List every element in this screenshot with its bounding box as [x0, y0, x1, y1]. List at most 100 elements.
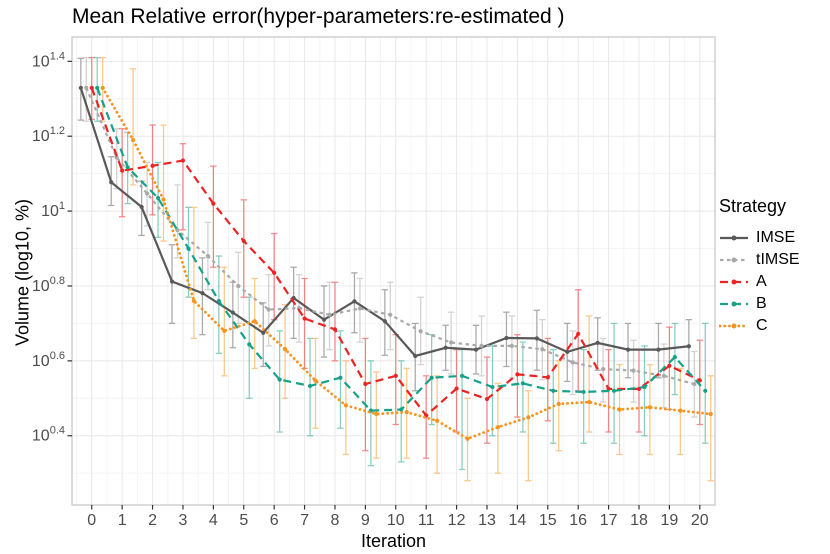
data-point: [321, 317, 327, 322]
x-tick-label: 10: [387, 512, 405, 529]
data-point: [84, 85, 89, 91]
data-point: [495, 425, 501, 430]
data-point: [565, 349, 570, 354]
data-point: [230, 310, 235, 315]
y-tick-label: 101.2: [32, 125, 65, 145]
data-point: [78, 85, 83, 91]
y-tick-label: 100.8: [32, 275, 65, 295]
data-point: [247, 342, 252, 347]
data-point: [601, 366, 606, 372]
data-point: [109, 180, 114, 185]
data-point: [95, 85, 100, 91]
legend-key-b-line: [720, 301, 748, 307]
data-point: [570, 360, 575, 365]
x-tick-label: 7: [300, 512, 309, 529]
legend-key-a-line: [720, 279, 748, 285]
data-point: [155, 195, 161, 201]
data-point: [465, 436, 470, 441]
legend-item-timse: tIMSE: [719, 249, 829, 271]
data-point: [252, 319, 257, 324]
legend-key-point: [731, 235, 737, 241]
data-point: [272, 270, 277, 275]
y-axis: 101.4 101.2 101 100.8 100.6 100.4: [32, 50, 72, 445]
series-points-IMSE: [78, 85, 691, 359]
data-point: [435, 418, 440, 423]
legend-key-point: [731, 301, 737, 307]
legend-key-imse-line: [720, 235, 748, 241]
x-tick-label: 11: [418, 512, 435, 529]
data-point: [479, 343, 484, 348]
chart-title: Mean Relative error(hyper-parameters:re-…: [72, 5, 565, 28]
x-tick-label: 14: [508, 512, 526, 529]
data-point: [490, 384, 495, 390]
series-points-C: [100, 85, 713, 441]
data-point: [211, 201, 216, 206]
legend: Strategy IMSE tIMSE A B C: [719, 196, 829, 337]
data-point: [139, 204, 144, 210]
data-point: [576, 331, 581, 336]
x-tick-label: 2: [148, 512, 157, 529]
data-point: [418, 329, 423, 334]
legend-label: A: [756, 273, 767, 290]
legend-item-imse: IMSE: [719, 227, 829, 249]
x-tick-label: 19: [660, 512, 678, 529]
x-tick-label: 9: [361, 512, 370, 529]
data-point: [374, 411, 379, 417]
data-point: [656, 347, 661, 352]
legend-item-a: A: [719, 271, 829, 293]
legend-key-point: [731, 257, 737, 263]
data-point: [509, 343, 515, 348]
data-point: [484, 396, 490, 402]
data-point: [343, 403, 349, 408]
data-point: [631, 368, 636, 373]
data-point: [636, 386, 642, 392]
data-point: [526, 415, 531, 420]
data-point: [647, 405, 653, 410]
data-point: [587, 399, 592, 405]
series-points-B: [95, 85, 708, 413]
data-point: [642, 384, 647, 390]
legend-key-c-line: [719, 323, 749, 329]
series-points-tIMSE: [84, 85, 697, 387]
x-tick-label: 12: [448, 512, 466, 529]
data-point: [388, 312, 393, 317]
x-tick-label: 20: [691, 512, 709, 529]
data-point: [611, 388, 617, 393]
data-point: [120, 168, 125, 173]
grid-minor: [72, 37, 716, 505]
data-point: [205, 253, 210, 259]
data-point: [617, 407, 622, 412]
data-point: [556, 401, 561, 407]
data-point: [595, 340, 600, 345]
series-points-A: [89, 85, 702, 418]
data-point: [454, 386, 459, 391]
data-point: [332, 327, 338, 332]
y-tick-label: 101.4: [32, 50, 65, 70]
data-point: [449, 340, 454, 345]
data-point: [473, 347, 479, 352]
data-point: [313, 378, 318, 383]
data-point: [191, 298, 197, 304]
data-point: [697, 378, 702, 383]
x-tick-label: 16: [569, 512, 587, 529]
data-point: [222, 328, 227, 334]
x-tick-label: 15: [539, 512, 557, 529]
legend-item-b: B: [719, 293, 829, 315]
data-point: [327, 312, 332, 317]
data-point: [266, 307, 271, 312]
data-point: [672, 355, 677, 360]
data-point: [520, 381, 525, 386]
data-point: [261, 330, 266, 335]
legend-key-point: [731, 279, 737, 285]
data-point: [150, 163, 155, 168]
legend-label: B: [756, 295, 767, 312]
data-point: [338, 375, 343, 380]
data-point: [89, 85, 94, 91]
legend-key-point: [731, 323, 737, 329]
x-tick-label: 3: [179, 512, 188, 529]
data-point: [459, 373, 465, 378]
data-point: [551, 388, 556, 393]
data-point: [144, 191, 150, 196]
y-tick-label: 100.4: [32, 425, 65, 445]
